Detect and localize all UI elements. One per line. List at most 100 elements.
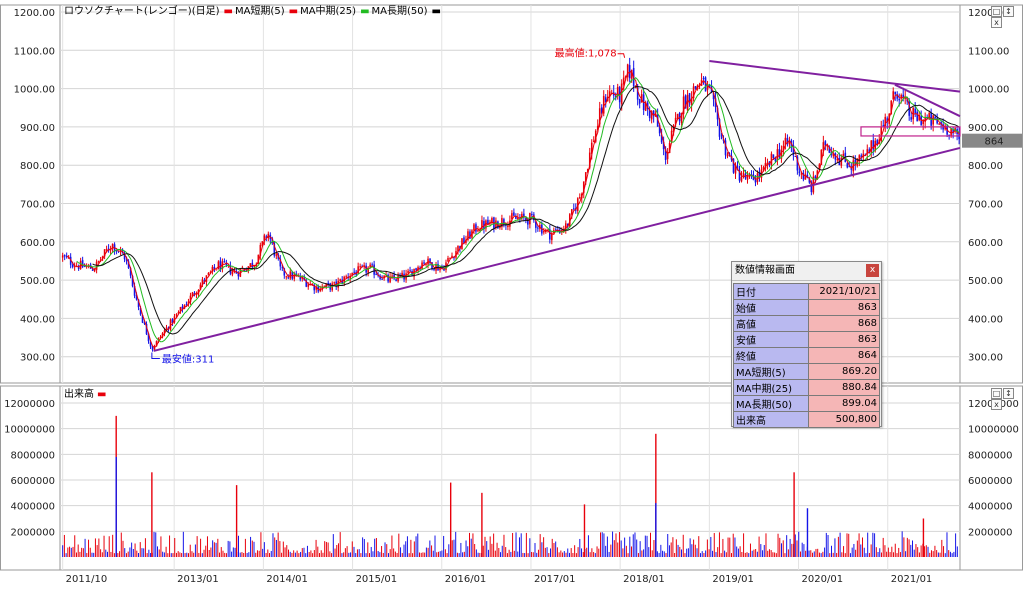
candle-body <box>349 275 351 279</box>
candle-body <box>321 286 324 290</box>
candle-body <box>359 266 361 268</box>
candle-body <box>596 125 599 131</box>
candle-body <box>880 126 883 142</box>
candle-body <box>876 140 879 145</box>
candle-body <box>570 209 573 215</box>
volume-y-tick-left: 6000000 <box>10 476 55 487</box>
info-row: MA長期(50) 899.04 <box>733 395 880 412</box>
candle-body <box>261 241 264 246</box>
candle-body <box>766 162 769 165</box>
candle-body <box>718 119 721 137</box>
candle-body <box>616 86 619 97</box>
candle-body <box>626 64 629 78</box>
close-icon[interactable]: x <box>991 17 1002 28</box>
info-label: 高値 <box>733 315 809 332</box>
info-row: 始値 863 <box>733 299 880 316</box>
candle-body <box>888 113 891 124</box>
candle-body <box>81 260 84 267</box>
close-icon[interactable]: x <box>991 399 1002 410</box>
info-label: 終値 <box>733 347 809 364</box>
candle-body <box>902 94 905 98</box>
candle-body <box>866 149 869 154</box>
candle-body <box>543 230 545 233</box>
candle-body <box>916 111 918 122</box>
candle-body <box>215 269 218 271</box>
candle-body <box>656 114 659 127</box>
restore-icon[interactable]: □ <box>991 388 1002 399</box>
candle-body <box>674 117 677 125</box>
candle-body <box>882 125 885 127</box>
candle-body <box>191 292 194 297</box>
candle-body <box>910 117 912 120</box>
candle-body <box>654 113 657 117</box>
close-button[interactable]: x <box>866 264 879 277</box>
candle-body <box>624 76 627 79</box>
price-y-tick-left: 900.00 <box>20 123 55 134</box>
candle-body <box>381 278 383 280</box>
volume-y-tick-left: 8000000 <box>10 450 55 461</box>
candle-body <box>824 141 827 146</box>
candle-body <box>952 129 954 134</box>
candle-body <box>692 86 695 99</box>
candle-body <box>598 108 601 125</box>
info-row: 高値 868 <box>733 315 880 332</box>
low-annotation-pointer <box>151 352 160 359</box>
candle-body <box>131 275 134 287</box>
candle-body <box>872 140 875 150</box>
candle-body <box>826 145 829 147</box>
volume-y-tick-right: 4000000 <box>968 502 1013 513</box>
candle-body <box>351 272 353 276</box>
candle-body <box>896 94 899 99</box>
candle-body <box>806 174 809 178</box>
candle-body <box>213 266 216 270</box>
candle-body <box>527 219 529 225</box>
candle-body <box>814 176 817 179</box>
candle-body <box>499 226 501 228</box>
candle-body <box>149 341 152 347</box>
resize-icon[interactable]: ↕ <box>1003 388 1014 399</box>
candle-body <box>73 266 76 268</box>
info-value: 863 <box>808 299 880 316</box>
current-price-label: 864 <box>984 137 1003 148</box>
info-value: 868 <box>808 315 880 332</box>
candle-body <box>69 256 72 265</box>
legend-marker: ▬ <box>224 6 233 17</box>
volume-y-tick-right: 6000000 <box>968 476 1013 487</box>
candle-body <box>704 77 707 92</box>
candle-body <box>604 97 607 103</box>
candle-body <box>784 137 787 145</box>
candle-body <box>555 229 557 231</box>
candle-body <box>740 176 743 182</box>
info-panel[interactable]: 数値情報画面 x 日付 2021/10/21 始値 863 高値 868 安値 863 終値 86… <box>731 261 882 428</box>
candle-body <box>523 213 525 218</box>
candle-body <box>788 140 791 145</box>
candle-body <box>646 102 649 110</box>
candle-body <box>846 163 849 168</box>
info-value: 880.84 <box>808 379 880 396</box>
candle-body <box>391 275 393 277</box>
candle-body <box>67 257 70 259</box>
candle-body <box>858 155 861 160</box>
candle-body <box>181 306 184 310</box>
volume-bars <box>62 415 958 557</box>
candle-body <box>842 153 845 158</box>
chart-title: ロウソクチャート(レンゴー)(日足) <box>64 4 220 17</box>
info-value: 863 <box>808 331 880 348</box>
candle-body <box>105 249 108 251</box>
volume-y-tick-left: 2000000 <box>10 527 55 538</box>
candle-body <box>61 255 64 258</box>
info-panel-title-bar[interactable]: 数値情報画面 x <box>732 262 881 281</box>
info-label: 出来高 <box>733 411 809 428</box>
candle-body <box>139 308 142 315</box>
candle-body <box>273 242 276 256</box>
candle-body <box>588 152 591 168</box>
candle-body <box>151 346 154 350</box>
info-row: 終値 864 <box>733 347 880 364</box>
resize-icon[interactable]: ↕ <box>1003 6 1014 17</box>
candle-body <box>822 142 825 151</box>
price-y-tick-right: 800.00 <box>968 161 1003 172</box>
candle-body <box>315 286 318 290</box>
candle-body <box>686 94 689 111</box>
restore-icon[interactable]: □ <box>991 6 1002 17</box>
volume-y-tick-right: 8000000 <box>968 450 1013 461</box>
